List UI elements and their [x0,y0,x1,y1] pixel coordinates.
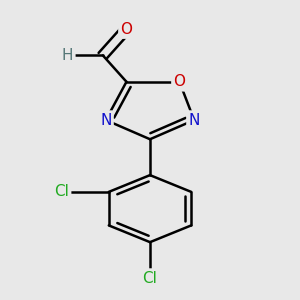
Text: H: H [62,48,73,63]
Text: Cl: Cl [142,271,158,286]
Text: N: N [100,112,112,128]
Text: N: N [188,112,200,128]
Text: O: O [120,22,132,37]
Text: Cl: Cl [54,184,69,200]
Text: O: O [173,74,185,89]
